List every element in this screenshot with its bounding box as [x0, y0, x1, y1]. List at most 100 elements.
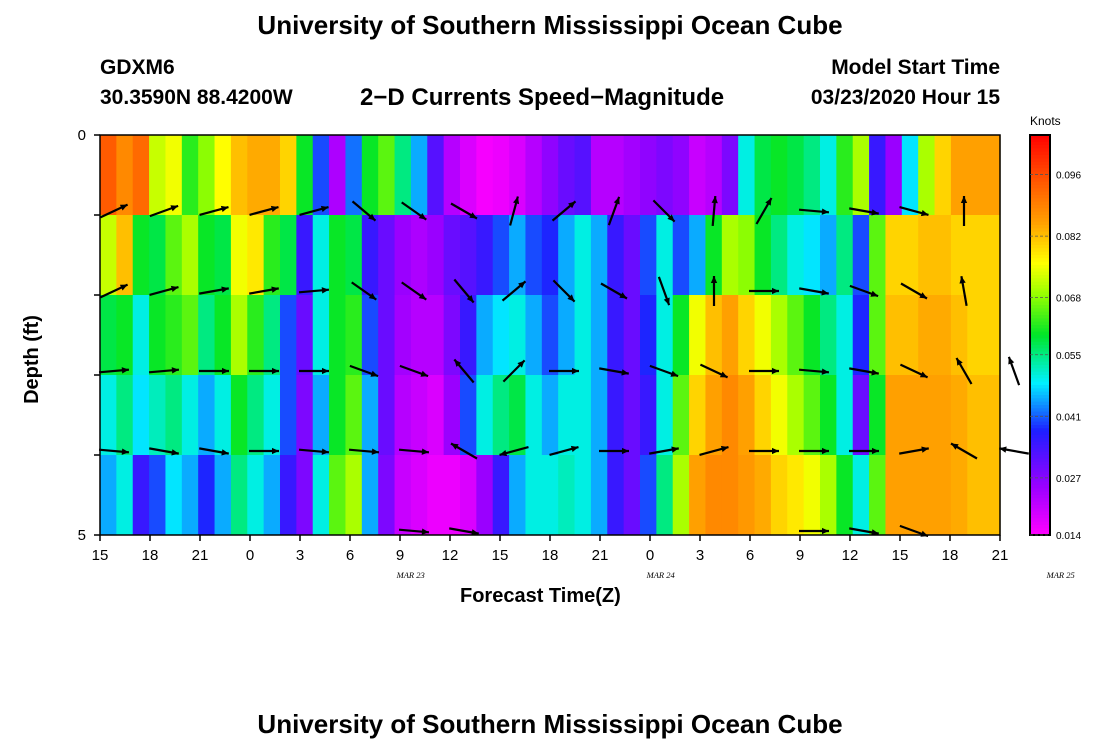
heatmap-cell	[476, 135, 494, 215]
heatmap-cell	[280, 455, 297, 535]
current-arrow	[502, 359, 526, 383]
x-date-label: MAR 23	[396, 570, 425, 580]
heatmap-cell	[296, 135, 314, 215]
colorbar-segment	[1030, 338, 1050, 343]
current-arrow	[149, 447, 179, 456]
heatmap-cell	[181, 375, 199, 455]
colorbar-segment	[1030, 435, 1050, 439]
heatmap-cell	[656, 135, 674, 215]
heatmap-cell	[198, 215, 216, 295]
heatmap-cell	[640, 295, 657, 375]
current-arrow	[349, 364, 379, 378]
arrow-head	[451, 443, 459, 450]
colorbar-segment	[1030, 515, 1050, 519]
current-arrow	[649, 364, 679, 378]
heatmap-cell	[378, 135, 396, 215]
heatmap-cell	[558, 295, 576, 375]
current-arrow	[899, 363, 929, 379]
heatmap-cell	[132, 215, 150, 295]
arrow-head	[720, 445, 729, 452]
colorbar-segment	[1030, 281, 1050, 286]
heatmap-cell	[918, 455, 936, 535]
heatmap-cell	[852, 375, 870, 455]
colorbar-segment	[1030, 331, 1050, 336]
colorbar-segment	[1030, 368, 1050, 373]
heatmap-cell	[214, 135, 232, 215]
heatmap-cell	[378, 375, 396, 455]
heatmap-cell	[623, 375, 641, 455]
colorbar-segment	[1030, 418, 1050, 423]
x-date-label: MAR 24	[646, 570, 676, 580]
heatmap-cell	[967, 375, 985, 455]
colorbar-segment	[1030, 268, 1050, 273]
heatmap-cell	[116, 295, 134, 375]
heatmap-cell	[607, 215, 625, 295]
colorbar-segment	[1030, 161, 1050, 166]
colorbar-segment	[1030, 381, 1050, 386]
heatmap-cell	[312, 375, 330, 455]
colorbar-segment	[1030, 181, 1050, 186]
colorbar-segment	[1030, 335, 1050, 339]
heatmap-cell	[672, 375, 690, 455]
colorbar-segment	[1030, 191, 1050, 196]
colorbar-segment	[1030, 295, 1050, 299]
arrow-head	[119, 284, 128, 291]
heatmap-cell	[394, 375, 412, 455]
arrow-head	[121, 367, 129, 374]
colorbar: 0.096 0.082 0.068 0.055 0.041 0.027 0.014	[1029, 134, 1081, 542]
heatmap-cell	[132, 135, 150, 215]
y-tick-label: 0	[78, 127, 86, 144]
heatmap-cell	[803, 215, 821, 295]
x-date-label: MAR 25	[1046, 570, 1075, 580]
heatmap-cell	[312, 455, 330, 535]
heatmap-cell	[476, 455, 494, 535]
current-arrow	[799, 527, 829, 535]
heatmap-cell	[901, 135, 919, 215]
colorbar-segment	[1030, 168, 1050, 173]
colorbar-segment	[1030, 385, 1050, 389]
arrow-head	[871, 529, 879, 536]
heatmap-cell	[541, 295, 559, 375]
heatmap-cell	[247, 135, 265, 215]
heatmap-cell	[361, 375, 379, 455]
heatmap-cell	[460, 455, 477, 535]
heatmap-cell	[607, 295, 625, 375]
heatmap-cell	[803, 135, 821, 215]
heatmap-cell	[558, 135, 576, 215]
current-arrow	[599, 367, 629, 376]
colorbar-segment	[1030, 421, 1050, 426]
colorbar-segment	[1030, 415, 1050, 419]
heatmap-cell	[427, 375, 445, 455]
arrow-head	[999, 446, 1007, 453]
heatmap-cell	[705, 375, 723, 455]
heatmap-cell	[640, 375, 657, 455]
heatmap-cell	[770, 215, 788, 295]
heatmap-cell	[918, 135, 936, 215]
arrow-head	[321, 448, 329, 455]
heatmap-cell	[820, 135, 837, 215]
current-arrow	[298, 448, 330, 455]
colorbar-segment	[1030, 248, 1050, 253]
heatmap-cell	[950, 215, 968, 295]
heatmap-cell	[116, 375, 134, 455]
colorbar-segment	[1030, 275, 1050, 279]
heatmap-cell	[427, 455, 445, 535]
heatmap-cell	[378, 215, 396, 295]
heatmap-cell	[721, 295, 739, 375]
colorbar-segment	[1030, 165, 1050, 169]
colorbar-segment	[1030, 198, 1050, 203]
colorbar-segment	[1030, 328, 1050, 333]
colorbar-segment	[1030, 225, 1050, 229]
arrow-head	[670, 370, 679, 377]
colorbar-segment	[1030, 351, 1050, 356]
colorbar-segment	[1030, 481, 1050, 486]
heatmap-cell	[623, 455, 641, 535]
arrow-head	[368, 213, 376, 221]
colorbar-segment	[1030, 531, 1050, 536]
colorbar-segment	[1030, 245, 1050, 249]
colorbar-segment	[1030, 371, 1050, 376]
arrow-head	[171, 367, 179, 374]
heatmap-cell	[836, 215, 854, 295]
heatmap-cell	[492, 375, 510, 455]
heatmap-cell	[918, 215, 936, 295]
